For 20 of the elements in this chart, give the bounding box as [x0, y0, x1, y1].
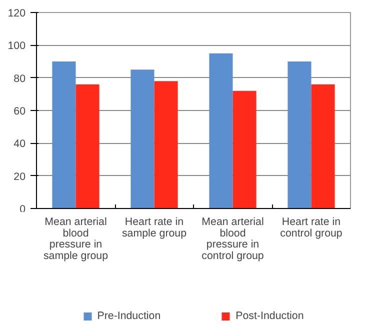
y-tick-label: 80	[14, 72, 26, 85]
y-tick-label: 100	[8, 40, 26, 52]
bar	[154, 81, 178, 208]
bar	[76, 84, 100, 208]
bar	[130, 70, 154, 208]
bar	[288, 62, 312, 208]
x-tick-label: Heart rate in control group	[280, 216, 342, 240]
x-tick-label: Heart rate in sample group	[122, 216, 187, 240]
y-tick-label: 20	[14, 170, 26, 183]
bar	[52, 62, 76, 208]
bar	[232, 90, 256, 208]
y-tick-label: 40	[14, 138, 26, 150]
bar	[209, 53, 233, 208]
x-tick-label: Mean arterial blood pressure in control group	[202, 216, 264, 262]
legend-label: Pre-Induction	[97, 310, 161, 322]
legend-label: Post-Induction	[236, 310, 304, 322]
y-tick-label: 120	[8, 8, 26, 20]
x-tick-label: Mean arterial blood pressure in sample group	[43, 216, 108, 262]
y-tick-label: 60	[14, 106, 26, 118]
bar	[311, 84, 335, 208]
